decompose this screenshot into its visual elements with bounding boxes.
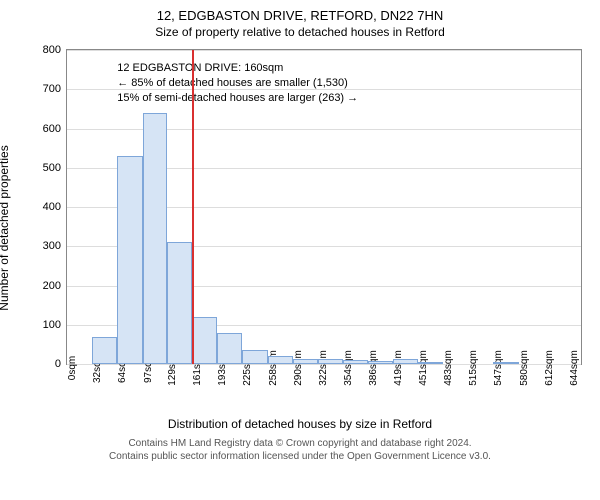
histogram-bar bbox=[192, 317, 217, 364]
xtick-label: 354sqm bbox=[343, 350, 354, 386]
marker-line bbox=[192, 50, 194, 364]
histogram-bar bbox=[318, 359, 343, 364]
chart-area: Number of detached properties 12 EDGBAST… bbox=[8, 43, 592, 413]
histogram-bar bbox=[143, 113, 168, 364]
ytick-label: 700 bbox=[43, 83, 61, 95]
xtick-label: 644sqm bbox=[569, 350, 580, 386]
histogram-bar bbox=[117, 156, 143, 364]
xtick-label: 290sqm bbox=[293, 350, 304, 386]
histogram-bar bbox=[393, 359, 418, 364]
x-axis-label: Distribution of detached houses by size … bbox=[8, 417, 592, 431]
histogram-bar bbox=[368, 361, 394, 364]
xtick-label: 547sqm bbox=[493, 350, 504, 386]
page-subtitle: Size of property relative to detached ho… bbox=[8, 25, 592, 39]
histogram-bar bbox=[217, 333, 242, 364]
xtick-label: 386sqm bbox=[368, 350, 379, 386]
gridline-h bbox=[67, 50, 581, 51]
histogram-bar bbox=[293, 359, 318, 364]
histogram-bar bbox=[242, 350, 268, 364]
ytick-label: 400 bbox=[43, 201, 61, 213]
ytick-label: 300 bbox=[43, 240, 61, 252]
histogram-bar bbox=[493, 362, 519, 364]
y-axis-label: Number of detached properties bbox=[0, 145, 11, 310]
histogram-bar bbox=[92, 337, 117, 364]
xtick-label: 612sqm bbox=[544, 350, 555, 386]
ytick-label: 0 bbox=[55, 358, 61, 370]
annotation-line-3: 15% of semi-detached houses are larger (… bbox=[117, 91, 358, 106]
annotation-line-1: 12 EDGBASTON DRIVE: 160sqm bbox=[117, 61, 358, 76]
ytick-label: 800 bbox=[43, 44, 61, 56]
footer-line-1: Contains HM Land Registry data © Crown c… bbox=[8, 437, 592, 450]
ytick-label: 200 bbox=[43, 280, 61, 292]
xtick-label: 580sqm bbox=[519, 350, 530, 386]
histogram-bar bbox=[268, 356, 293, 364]
chart-container: 12, EDGBASTON DRIVE, RETFORD, DN22 7HN S… bbox=[0, 0, 600, 500]
annotation-box: 12 EDGBASTON DRIVE: 160sqm ← 85% of deta… bbox=[113, 59, 362, 108]
xtick-label: 515sqm bbox=[468, 350, 479, 386]
footer-text: Contains HM Land Registry data © Crown c… bbox=[8, 437, 592, 463]
xtick-label: 483sqm bbox=[443, 350, 454, 386]
histogram-bar bbox=[343, 360, 368, 364]
gridline-h bbox=[67, 89, 581, 90]
footer-line-2: Contains public sector information licen… bbox=[8, 450, 592, 463]
xtick-label: 0sqm bbox=[67, 356, 78, 380]
xtick-label: 419sqm bbox=[393, 350, 404, 386]
page-title: 12, EDGBASTON DRIVE, RETFORD, DN22 7HN bbox=[8, 8, 592, 23]
histogram-bar bbox=[418, 362, 443, 364]
histogram-bar bbox=[167, 242, 192, 364]
ytick-label: 500 bbox=[43, 162, 61, 174]
ytick-label: 100 bbox=[43, 319, 61, 331]
ytick-label: 600 bbox=[43, 123, 61, 135]
xtick-label: 322sqm bbox=[318, 350, 329, 386]
plot-region: 12 EDGBASTON DRIVE: 160sqm ← 85% of deta… bbox=[66, 49, 582, 365]
xtick-label: 451sqm bbox=[418, 350, 429, 386]
